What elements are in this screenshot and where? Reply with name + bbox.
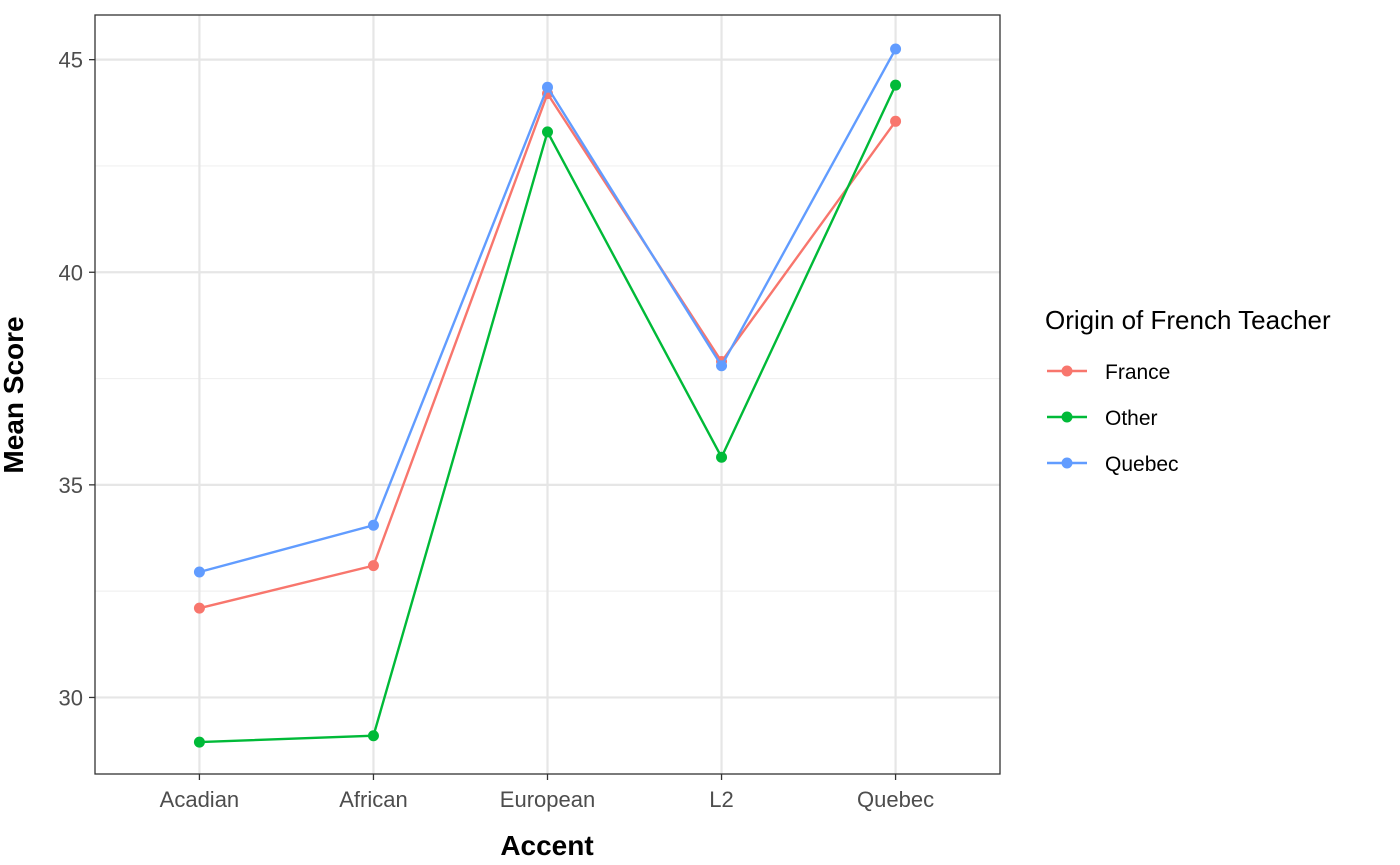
legend-label: Other: [1105, 407, 1158, 430]
legend-label: Quebec: [1105, 453, 1179, 476]
data-point-quebec: [367, 519, 379, 531]
data-point-france: [890, 115, 902, 127]
x-tick-label: Acadian: [160, 787, 240, 812]
legend-key-point: [1061, 411, 1073, 423]
x-axis: Acadian African European L2 Quebec: [160, 774, 934, 812]
legend-item-quebec: Quebec: [1047, 453, 1179, 476]
data-point-other: [193, 736, 205, 748]
data-point-france: [367, 560, 379, 572]
data-point-other: [542, 126, 553, 138]
data-point-quebec: [542, 81, 553, 93]
y-tick-label: 30: [59, 685, 83, 710]
y-axis: 30 35 40 45: [59, 48, 95, 710]
y-tick-label: 45: [59, 48, 83, 73]
legend-key-point: [1061, 457, 1073, 469]
legend-item-france: France: [1047, 361, 1170, 384]
legend-title: Origin of French Teacher: [1045, 305, 1331, 335]
y-axis-title: Mean Score: [0, 316, 29, 473]
data-point-france: [193, 602, 205, 614]
data-point-other: [367, 730, 379, 742]
data-point-other: [716, 451, 728, 463]
data-point-quebec: [716, 360, 728, 372]
series-layer: [193, 43, 902, 748]
data-point-other: [890, 79, 902, 91]
x-tick-label: Quebec: [857, 787, 934, 812]
data-point-quebec: [193, 566, 205, 578]
legend-item-other: Other: [1047, 407, 1158, 430]
x-axis-title: Accent: [500, 830, 593, 861]
legend-key-point: [1061, 365, 1073, 377]
legend: Origin of French Teacher France Other Queb…: [1045, 305, 1331, 476]
data-point-quebec: [890, 43, 902, 55]
major-gridlines: [95, 15, 1000, 774]
legend-label: France: [1105, 361, 1170, 384]
x-tick-label: L2: [709, 787, 733, 812]
x-tick-label: African: [339, 787, 407, 812]
y-tick-label: 35: [59, 473, 83, 498]
y-tick-label: 40: [59, 260, 83, 285]
x-tick-label: European: [500, 787, 595, 812]
